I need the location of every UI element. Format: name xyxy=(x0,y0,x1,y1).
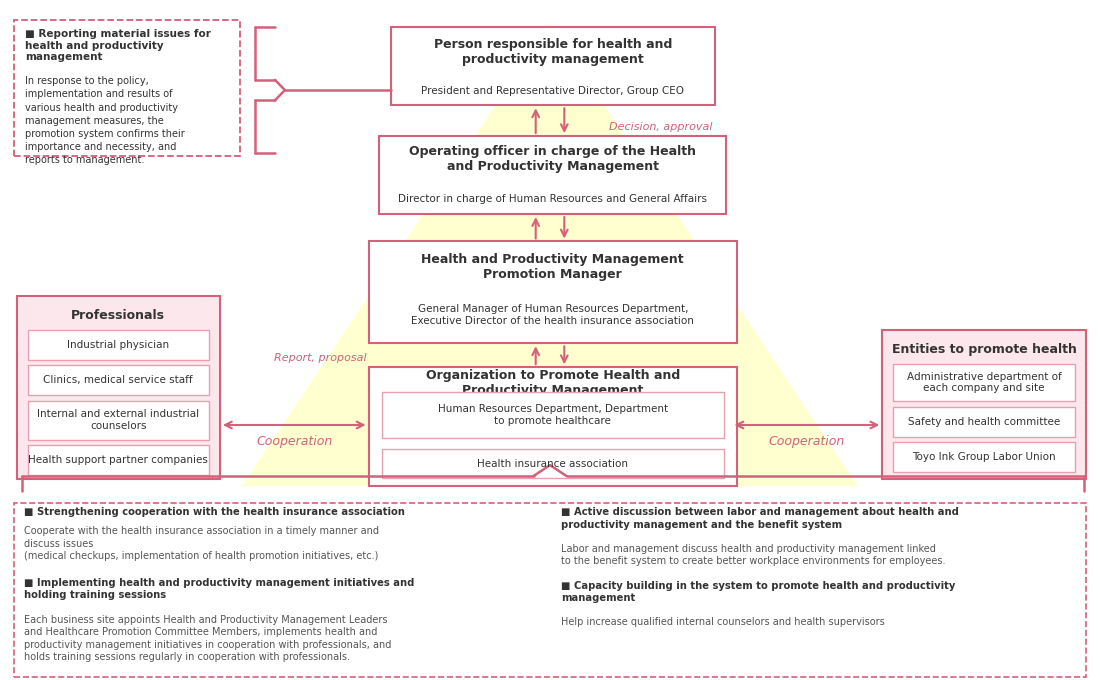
Text: Decision, approval: Decision, approval xyxy=(609,122,713,132)
Text: Internal and external industrial
counselors: Internal and external industrial counsel… xyxy=(37,409,199,431)
Text: ■ Implementing health and productivity management initiatives and
holding traini: ■ Implementing health and productivity m… xyxy=(24,578,415,600)
Text: ■ Capacity building in the system to promote health and productivity
management: ■ Capacity building in the system to pro… xyxy=(561,581,956,603)
FancyBboxPatch shape xyxy=(379,136,726,214)
Text: Clinics, medical service staff: Clinics, medical service staff xyxy=(43,375,194,385)
FancyBboxPatch shape xyxy=(882,330,1086,479)
Text: General Manager of Human Resources Department,
Executive Director of the health : General Manager of Human Resources Depar… xyxy=(411,304,694,326)
Text: Health insurance association: Health insurance association xyxy=(477,459,628,469)
FancyBboxPatch shape xyxy=(28,330,209,360)
Text: Operating officer in charge of the Health
and Productivity Management: Operating officer in charge of the Healt… xyxy=(409,146,696,173)
Text: President and Representative Director, Group CEO: President and Representative Director, G… xyxy=(421,86,684,97)
Text: Report, proposal: Report, proposal xyxy=(274,354,366,363)
FancyBboxPatch shape xyxy=(893,407,1075,437)
FancyBboxPatch shape xyxy=(28,401,209,440)
Text: Cooperate with the health insurance association in a timely manner and
discuss i: Cooperate with the health insurance asso… xyxy=(24,526,379,561)
Text: Organization to Promote Health and
Productivity Management: Organization to Promote Health and Produ… xyxy=(426,369,680,397)
Text: Professionals: Professionals xyxy=(72,309,165,322)
Text: Administrative department of
each company and site: Administrative department of each compan… xyxy=(906,372,1062,393)
FancyBboxPatch shape xyxy=(368,367,737,486)
Text: ■ Active discussion between labor and management about health and
productivity m: ■ Active discussion between labor and ma… xyxy=(561,507,959,530)
Text: Director in charge of Human Resources and General Affairs: Director in charge of Human Resources an… xyxy=(398,194,707,203)
Text: ■ Reporting material issues for: ■ Reporting material issues for xyxy=(25,29,211,39)
Text: Toyo Ink Group Labor Union: Toyo Ink Group Labor Union xyxy=(912,452,1056,462)
Polygon shape xyxy=(242,24,858,486)
Text: Cooperation: Cooperation xyxy=(256,435,333,448)
FancyBboxPatch shape xyxy=(382,449,724,478)
Text: Health and Productivity Management
Promotion Manager: Health and Productivity Management Promo… xyxy=(421,253,684,281)
FancyBboxPatch shape xyxy=(390,27,715,105)
Text: Entities to promote health: Entities to promote health xyxy=(891,343,1077,356)
Text: Industrial physician: Industrial physician xyxy=(67,340,169,350)
FancyBboxPatch shape xyxy=(14,20,240,156)
FancyBboxPatch shape xyxy=(382,392,724,438)
Text: Safety and health committee: Safety and health committee xyxy=(908,417,1060,426)
Text: Each business site appoints Health and Productivity Management Leaders
and Healt: Each business site appoints Health and P… xyxy=(24,615,392,662)
FancyBboxPatch shape xyxy=(28,445,209,475)
Text: ■ Strengthening cooperation with the health insurance association: ■ Strengthening cooperation with the hea… xyxy=(24,507,405,517)
FancyBboxPatch shape xyxy=(893,442,1075,472)
Text: Help increase qualified internal counselors and health supervisors: Help increase qualified internal counsel… xyxy=(561,617,884,628)
FancyBboxPatch shape xyxy=(14,503,1086,677)
FancyBboxPatch shape xyxy=(893,364,1075,401)
FancyBboxPatch shape xyxy=(16,296,220,479)
Text: Human Resources Department, Department
to promote healthcare: Human Resources Department, Department t… xyxy=(438,405,668,426)
Text: Person responsible for health and
productivity management: Person responsible for health and produc… xyxy=(433,38,672,66)
Text: health and productivity
management: health and productivity management xyxy=(25,41,164,63)
Text: Health support partner companies: Health support partner companies xyxy=(29,456,208,465)
Text: Cooperation: Cooperation xyxy=(768,435,845,448)
FancyBboxPatch shape xyxy=(368,241,737,343)
Text: Labor and management discuss health and productivity management linked
to the be: Labor and management discuss health and … xyxy=(561,544,946,566)
FancyBboxPatch shape xyxy=(28,365,209,395)
Text: In response to the policy,
implementation and results of
various health and prod: In response to the policy, implementatio… xyxy=(25,76,185,165)
